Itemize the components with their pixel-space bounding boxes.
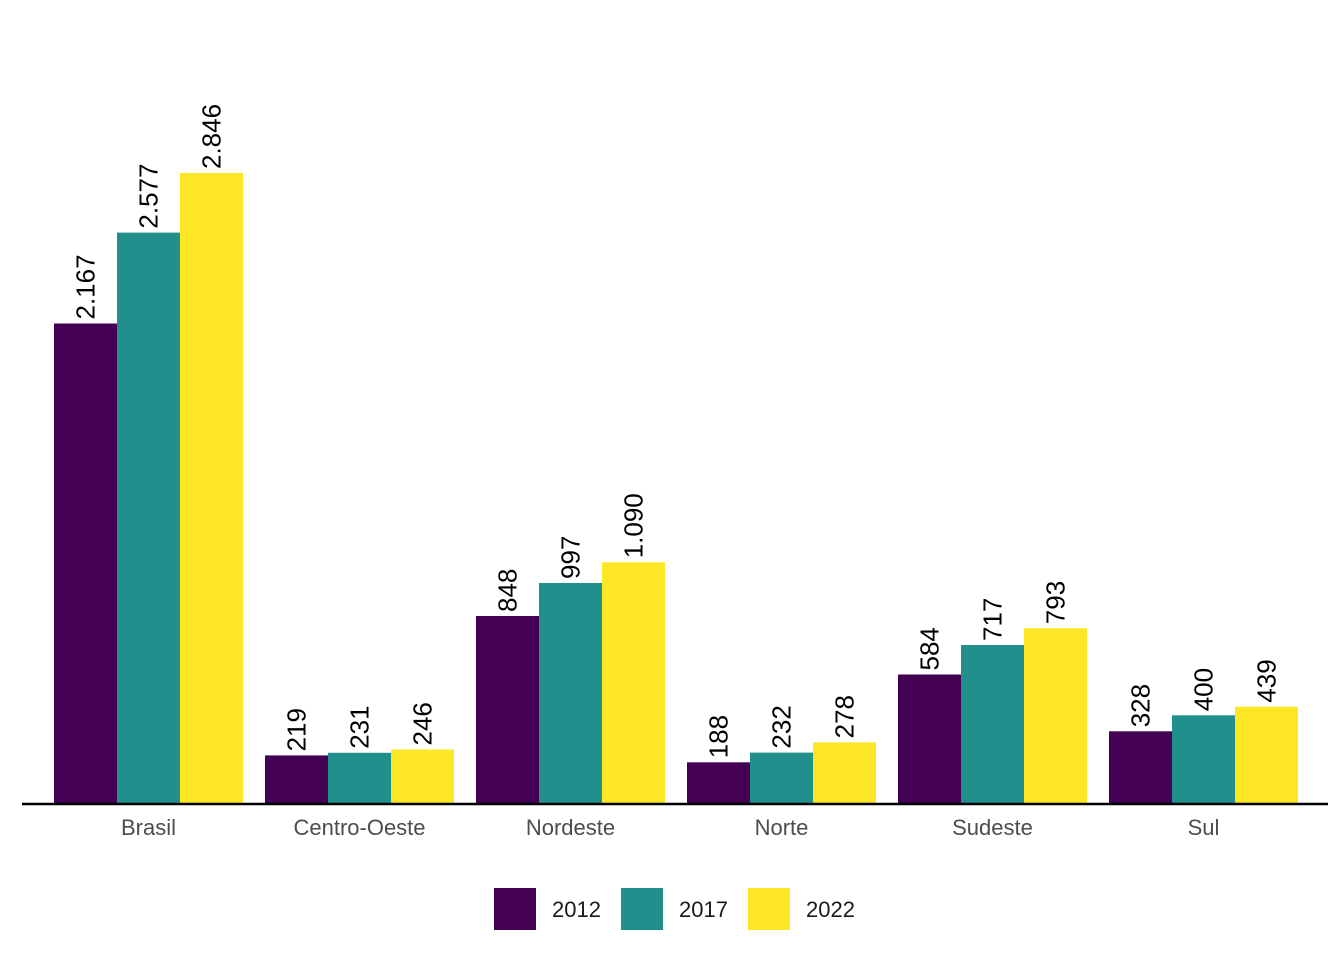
bar-centro-oeste-2022 [391,749,454,804]
legend-label-2012: 2012 [552,897,601,922]
x-tick-labels: Brasil Centro-Oeste Nordeste Norte Sudeste Su… [121,815,1219,840]
x-tick-label-nordeste: Nordeste [526,815,615,840]
bar-centro-oeste-2012 [265,755,328,804]
bar-nordeste-2012 [476,616,539,804]
legend-label-2017: 2017 [679,897,728,922]
value-label-norte-2022: 278 [830,695,860,738]
bar-brasil-2017 [117,232,180,805]
legend-key-2017 [621,888,663,930]
value-label-nordeste-2022: 1.090 [619,493,649,558]
bar-sudeste-2022 [1024,628,1087,804]
value-label-sudeste-2022: 793 [1041,581,1071,624]
bars-group [54,173,1298,805]
legend-key-2012 [494,888,536,930]
bar-sudeste-2017 [961,645,1024,804]
bar-sul-2017 [1172,715,1235,804]
bar-brasil-2022 [180,173,243,804]
legend-label-2022: 2022 [806,897,855,922]
x-tick-label-centro-oeste: Centro-Oeste [293,815,425,840]
bar-norte-2017 [750,752,813,804]
bar-nordeste-2022 [602,562,665,804]
value-label-brasil-2022: 2.846 [197,104,227,169]
value-label-nordeste-2017: 997 [556,536,586,579]
bar-centro-oeste-2017 [328,752,391,804]
value-label-centro-oeste-2022: 246 [408,702,438,745]
bar-sul-2022 [1235,706,1298,804]
value-labels-group: 2.167 2.577 2.846 219 231 246 848 997 1.090 188 23… [71,104,1282,758]
value-label-sul-2012: 328 [1126,684,1156,727]
x-tick-label-sul: Sul [1188,815,1220,840]
bar-brasil-2012 [54,323,117,804]
value-label-brasil-2017: 2.577 [134,164,164,229]
value-label-sul-2022: 439 [1252,659,1282,702]
bar-sul-2012 [1109,731,1172,804]
value-label-sul-2017: 400 [1189,668,1219,711]
value-label-centro-oeste-2017: 231 [345,705,375,748]
x-tick-label-norte: Norte [755,815,809,840]
value-label-nordeste-2012: 848 [493,569,523,612]
bar-nordeste-2017 [539,583,602,804]
value-label-norte-2012: 188 [704,715,734,758]
bar-norte-2012 [687,762,750,804]
x-tick-label-sudeste: Sudeste [952,815,1033,840]
value-label-brasil-2012: 2.167 [71,254,101,319]
legend: 2012 2017 2022 [494,888,855,930]
value-label-centro-oeste-2012: 219 [282,708,312,751]
value-label-sudeste-2012: 584 [915,627,945,670]
value-label-norte-2017: 232 [767,705,797,748]
value-label-sudeste-2017: 717 [978,598,1008,641]
legend-key-2022 [748,888,790,930]
bar-norte-2022 [813,742,876,804]
x-tick-label-brasil: Brasil [121,815,176,840]
bar-sudeste-2012 [898,674,961,804]
